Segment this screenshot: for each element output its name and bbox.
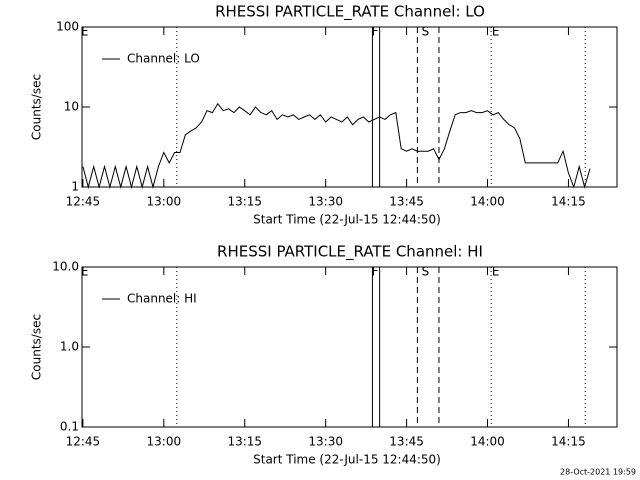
x-tick-label: 13:00	[147, 435, 182, 449]
x-tick-label: 13:30	[308, 195, 343, 209]
x-axis-label: Start Time (22-Jul-15 12:44:50)	[253, 453, 441, 467]
event-label: E	[492, 25, 500, 39]
x-tick-label: 13:30	[308, 435, 343, 449]
x-tick-label: 14:00	[470, 435, 505, 449]
x-tick-label: 13:45	[389, 195, 424, 209]
x-axis-label: Start Time (22-Jul-15 12:44:50)	[253, 213, 441, 227]
data-line	[82, 102, 591, 189]
event-label: E	[81, 265, 89, 279]
y-tick-label: 10	[64, 100, 79, 114]
legend-label: Channel: HI	[127, 292, 197, 306]
x-tick-label: 14:15	[551, 195, 586, 209]
x-tick-label: 13:15	[227, 195, 262, 209]
event-label: F	[372, 25, 379, 39]
x-tick-label: 13:00	[147, 195, 182, 209]
x-tick-label: 12:45	[66, 435, 101, 449]
x-tick-label: 13:45	[389, 435, 424, 449]
event-label: E	[81, 25, 89, 39]
x-tick-label: 13:15	[227, 435, 262, 449]
chart-title: RHESSI PARTICLE_RATE Channel: LO	[215, 3, 485, 22]
y-axis-label: Counts/sec	[30, 314, 44, 380]
y-axis-label: Counts/sec	[30, 74, 44, 140]
legend-label: Channel: LO	[127, 52, 200, 66]
x-tick-label: 14:15	[551, 435, 586, 449]
event-label: E	[492, 265, 500, 279]
event-label: S	[422, 25, 430, 39]
event-label: F	[372, 265, 379, 279]
event-label: S	[422, 265, 430, 279]
y-tick-label: 100	[56, 20, 79, 34]
x-tick-label: 12:45	[66, 195, 101, 209]
y-tick-label: 10.0	[52, 260, 79, 274]
footer-timestamp: 28-Oct-2021 19:59	[560, 468, 636, 477]
y-tick-label: 1	[71, 180, 79, 194]
chart-title: RHESSI PARTICLE_RATE Channel: HI	[217, 243, 483, 262]
y-tick-label: 1.0	[60, 340, 79, 354]
x-tick-label: 14:00	[470, 195, 505, 209]
y-tick-label: 0.1	[60, 420, 79, 434]
